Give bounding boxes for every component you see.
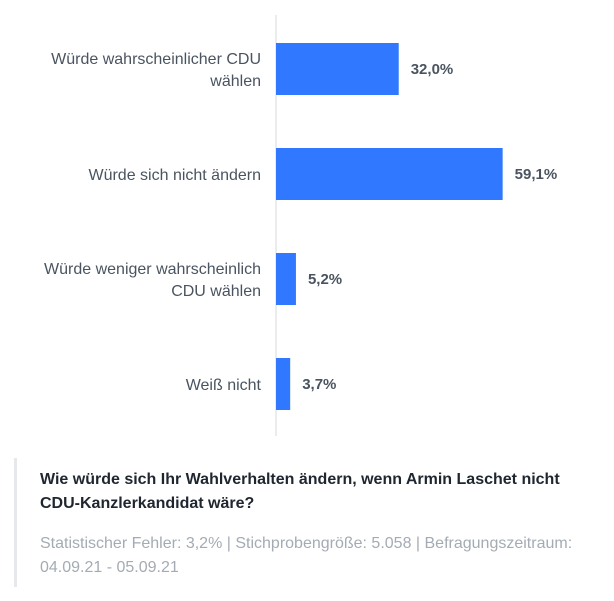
category-label: Weiß nicht	[186, 377, 262, 394]
bar	[276, 43, 399, 95]
category-label-line: CDU wählen	[171, 283, 261, 300]
data-label: 59,1%	[515, 166, 558, 183]
category-label-line: wählen	[209, 73, 261, 90]
bar	[276, 253, 296, 305]
category-label: Würde weniger wahrscheinlich CDU wählen	[44, 261, 261, 300]
bar	[276, 358, 291, 410]
data-label: 3,7%	[302, 376, 336, 393]
chart-question: Wie würde sich Ihr Wahlverhalten ändern,…	[40, 471, 560, 512]
category-label-line: Würde sich nicht ändern	[88, 167, 261, 184]
category-label-line: Weiß nicht	[186, 377, 262, 394]
bar-chart: 32,0% Würde wahrscheinlicher CDU wählen 59,…	[44, 15, 558, 436]
chart-meta: Statistischer Fehler: 3,2% | Stichproben…	[40, 535, 573, 576]
category-label: Würde sich nicht ändern	[88, 167, 261, 184]
chart-caption: Wie würde sich Ihr Wahlverhalten ändern,…	[14, 458, 600, 587]
data-label: 5,2%	[308, 271, 342, 288]
category-label: Würde wahrscheinlicher CDU wählen	[51, 51, 261, 90]
bar	[276, 148, 503, 200]
category-label-line: Würde wahrscheinlicher CDU	[51, 51, 261, 68]
category-label-line: Würde weniger wahrscheinlich	[44, 261, 261, 278]
data-label: 32,0%	[411, 61, 454, 78]
